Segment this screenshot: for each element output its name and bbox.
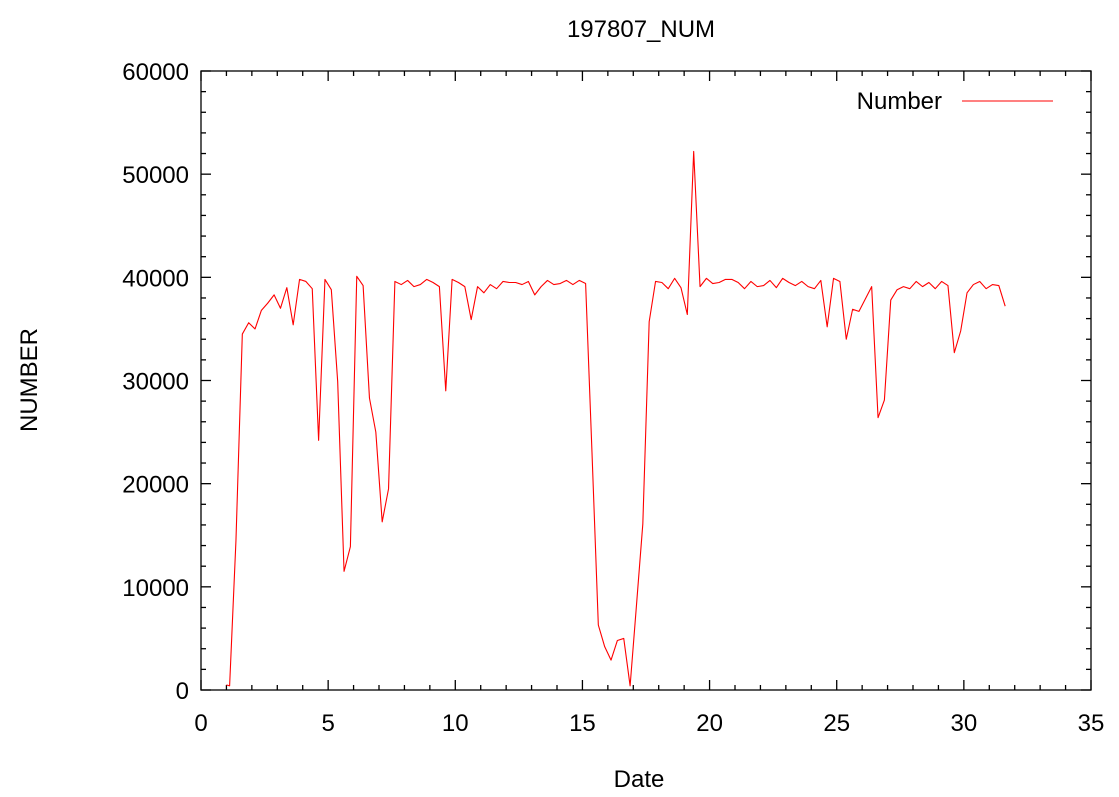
plot-frame <box>200 70 1092 691</box>
y-tick-label: 20000 <box>122 472 189 499</box>
x-tick-label: 25 <box>823 710 850 737</box>
y-tick-label: 10000 <box>122 575 189 602</box>
y-axis-label: NUMBER <box>16 328 43 432</box>
y-tick-label: 40000 <box>122 265 189 292</box>
x-tick-label: 30 <box>951 710 978 737</box>
x-tick-label: 35 <box>1078 710 1105 737</box>
tick-labels: 0 5 10 15 20 25 30 35 0 10000 20000 30000 40000 50000… <box>122 59 1104 737</box>
series-layer <box>226 150 1006 687</box>
y-tick-label: 50000 <box>122 162 189 189</box>
series-line-number <box>226 150 1006 687</box>
y-tick-label: 0 <box>176 678 189 705</box>
y-tick-label: 30000 <box>122 369 189 396</box>
tick-marks <box>200 70 1092 691</box>
x-tick-label: 15 <box>569 710 596 737</box>
x-tick-label: 0 <box>194 710 207 737</box>
chart-title: 197807_NUM <box>567 16 715 43</box>
x-tick-label: 5 <box>321 710 334 737</box>
legend-label: Number <box>857 88 942 115</box>
x-tick-label: 20 <box>696 710 723 737</box>
x-axis-label: Date <box>614 766 665 793</box>
y-tick-label: 60000 <box>122 59 189 86</box>
legend: Number <box>857 88 1053 115</box>
x-tick-label: 10 <box>442 710 469 737</box>
